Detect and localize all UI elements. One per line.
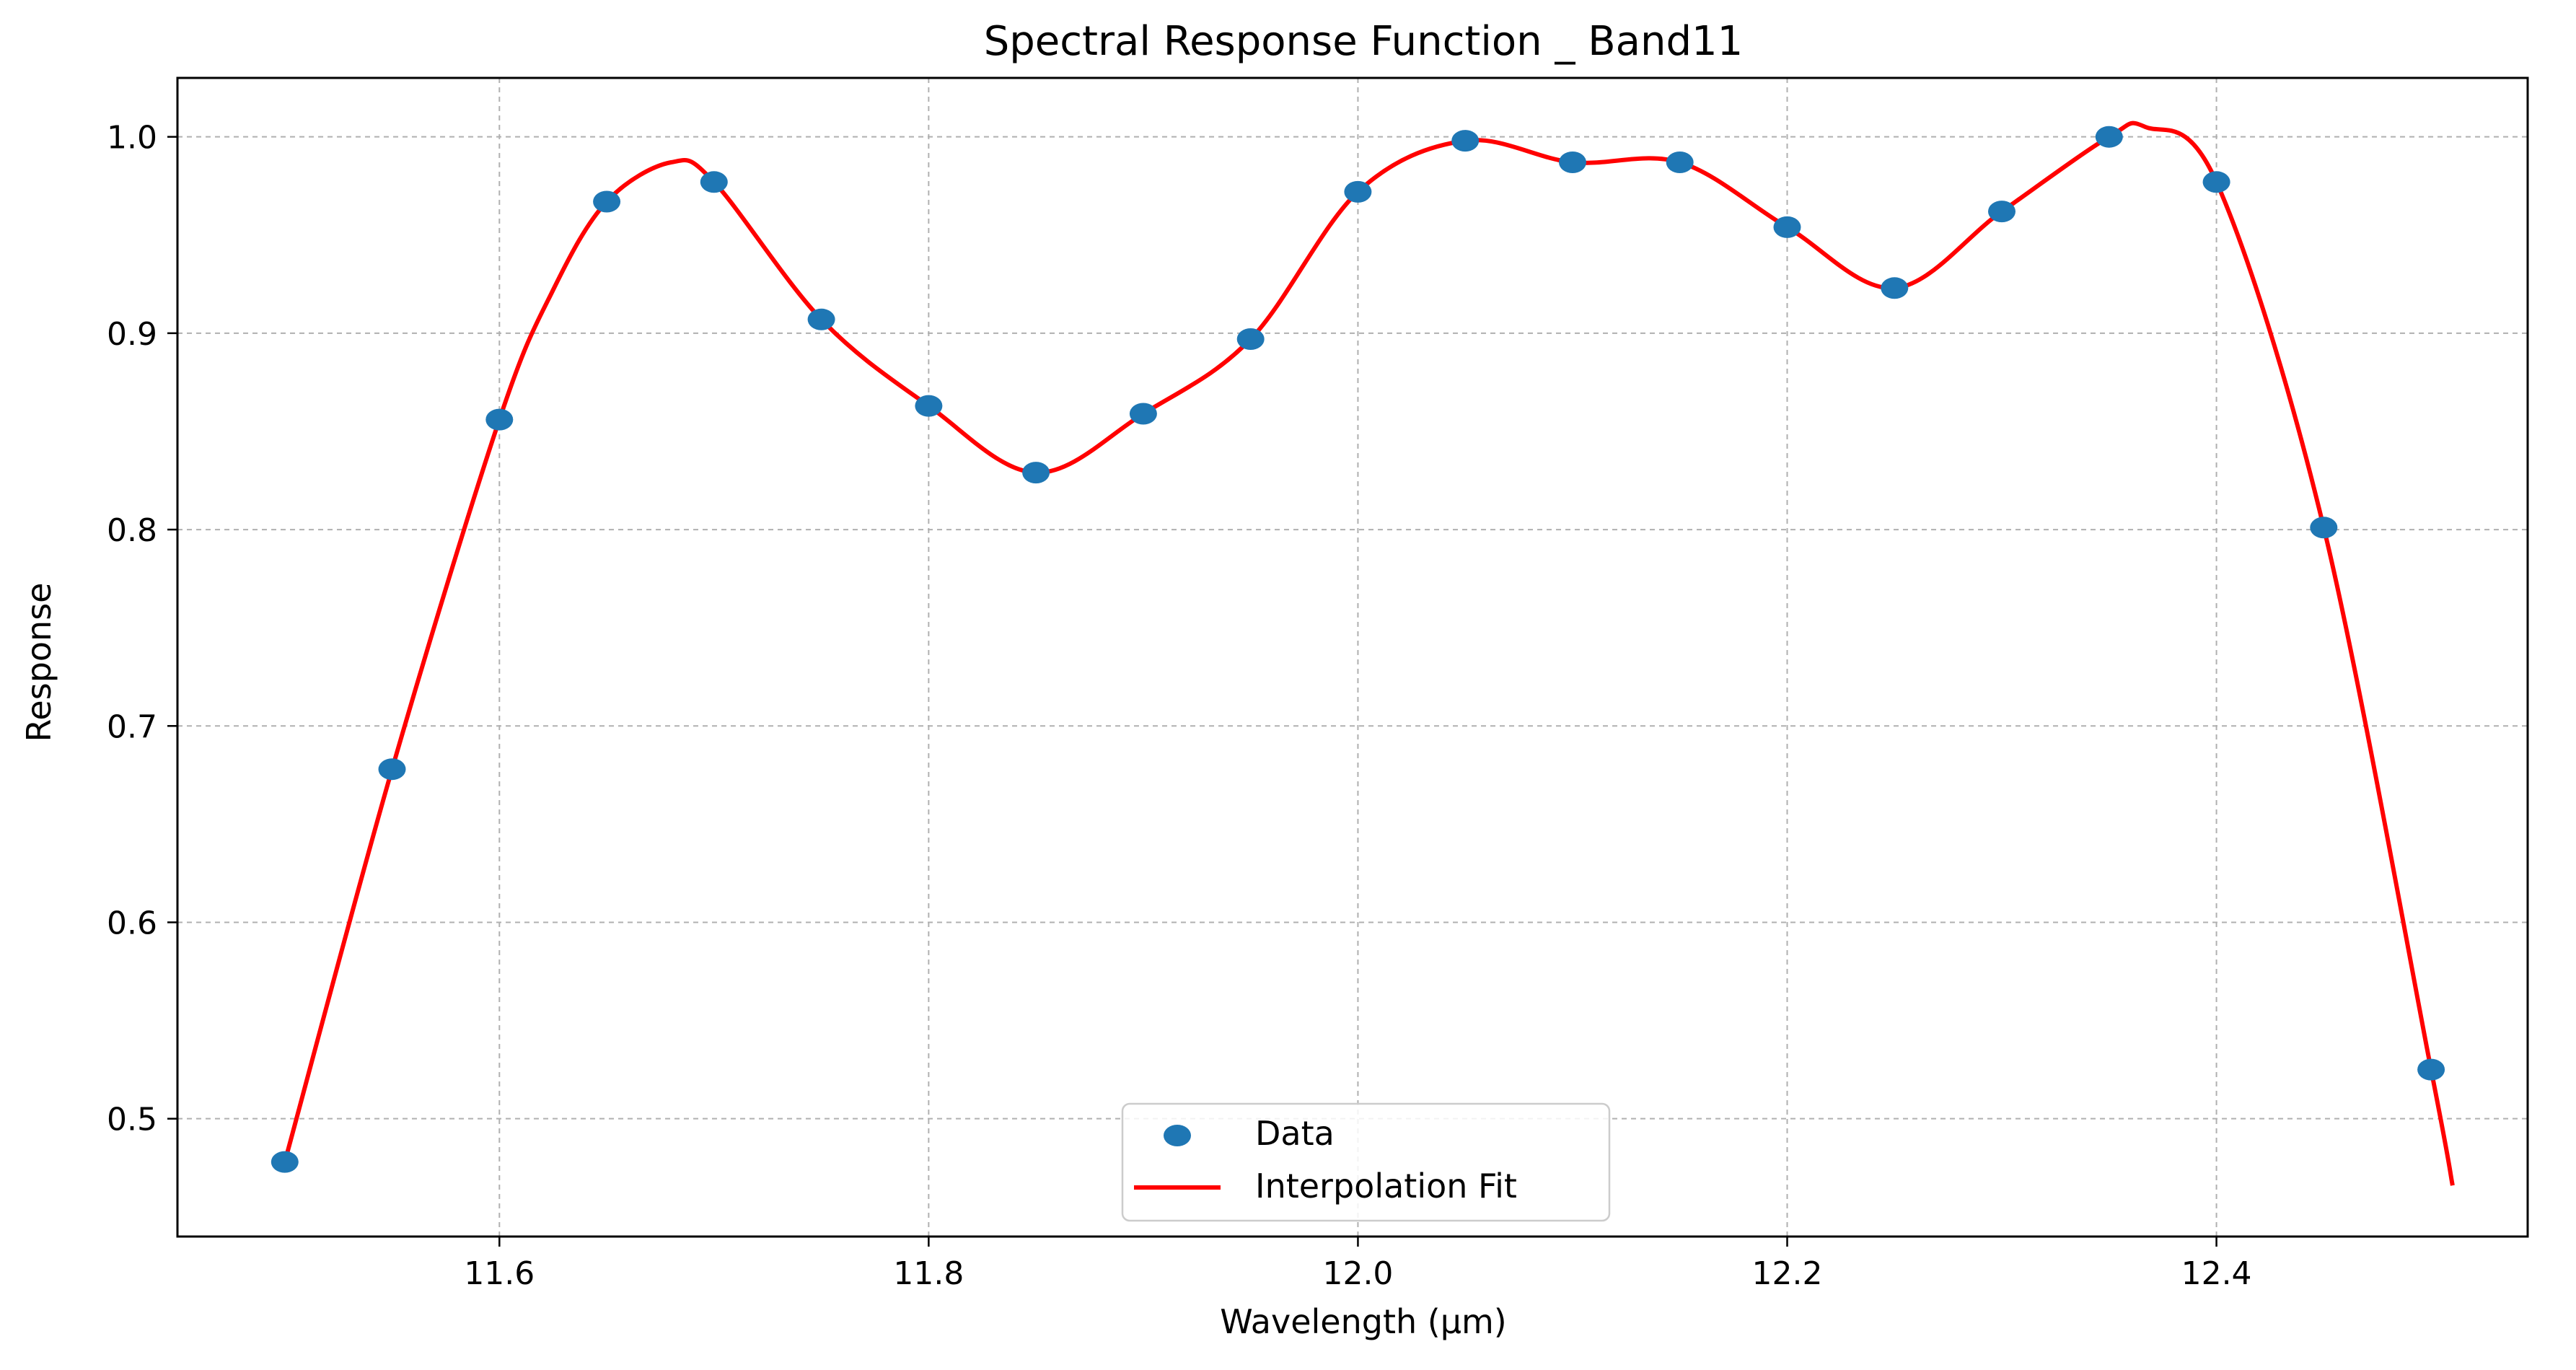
x-tick-label: 12.2	[1752, 1255, 1823, 1292]
data-point	[807, 308, 835, 330]
x-axis-title: Wavelength (µm)	[1220, 1302, 1506, 1341]
y-tick-label: 1.0	[107, 120, 157, 157]
data-point	[1129, 403, 1157, 425]
data-point	[1881, 277, 1909, 299]
x-tick-label: 11.6	[464, 1255, 535, 1292]
fit-layer	[282, 120, 2455, 1186]
x-axis: 11.6 11.8 12.0 12.2 12.4	[464, 1237, 2252, 1292]
legend-box	[1121, 1102, 1611, 1222]
data-point	[1773, 216, 1801, 238]
x-tick-label: 12.4	[2181, 1255, 2252, 1292]
data-point	[271, 1151, 299, 1173]
y-tick-label: 0.5	[107, 1102, 157, 1138]
data-point	[2095, 126, 2123, 148]
data-point	[1344, 180, 1372, 203]
y-tick-label: 0.7	[107, 708, 157, 745]
data-point	[915, 395, 943, 417]
data-point	[485, 408, 514, 431]
data-point	[593, 190, 621, 213]
grid	[177, 78, 2528, 1237]
data-point	[1559, 152, 1586, 173]
data-point	[1988, 201, 2015, 223]
y-tick-label: 0.6	[107, 905, 157, 941]
y-tick-label: 0.8	[107, 512, 157, 549]
point-layer	[271, 126, 2445, 1173]
data-point	[1666, 152, 1694, 173]
x-tick-label: 11.8	[893, 1255, 964, 1292]
legend-label-data: Data	[1255, 1114, 1335, 1153]
data-point	[2310, 517, 2338, 539]
x-tick-label: 12.0	[1322, 1255, 1393, 1292]
y-axis: 0.5 0.6 0.7 0.8 0.9 1.0	[107, 120, 177, 1138]
data-point	[700, 171, 728, 193]
plot-area-frame	[176, 76, 2529, 1238]
data-point	[1022, 462, 1050, 484]
chart-title: Spectral Response Function _ Band11	[984, 18, 1744, 65]
legend-marker-data	[1164, 1125, 1191, 1146]
legend: Data Interpolation Fit	[1121, 1102, 1611, 1222]
y-tick-label: 0.9	[107, 316, 157, 353]
data-point	[378, 758, 406, 781]
data-point	[2417, 1058, 2445, 1081]
data-point	[2202, 171, 2230, 193]
data-point	[1236, 328, 1265, 350]
interpolation-fit-line	[282, 120, 2455, 1186]
data-point	[1451, 130, 1480, 152]
legend-label-fit: Interpolation Fit	[1255, 1167, 1517, 1206]
y-axis-title: Response	[19, 583, 58, 742]
